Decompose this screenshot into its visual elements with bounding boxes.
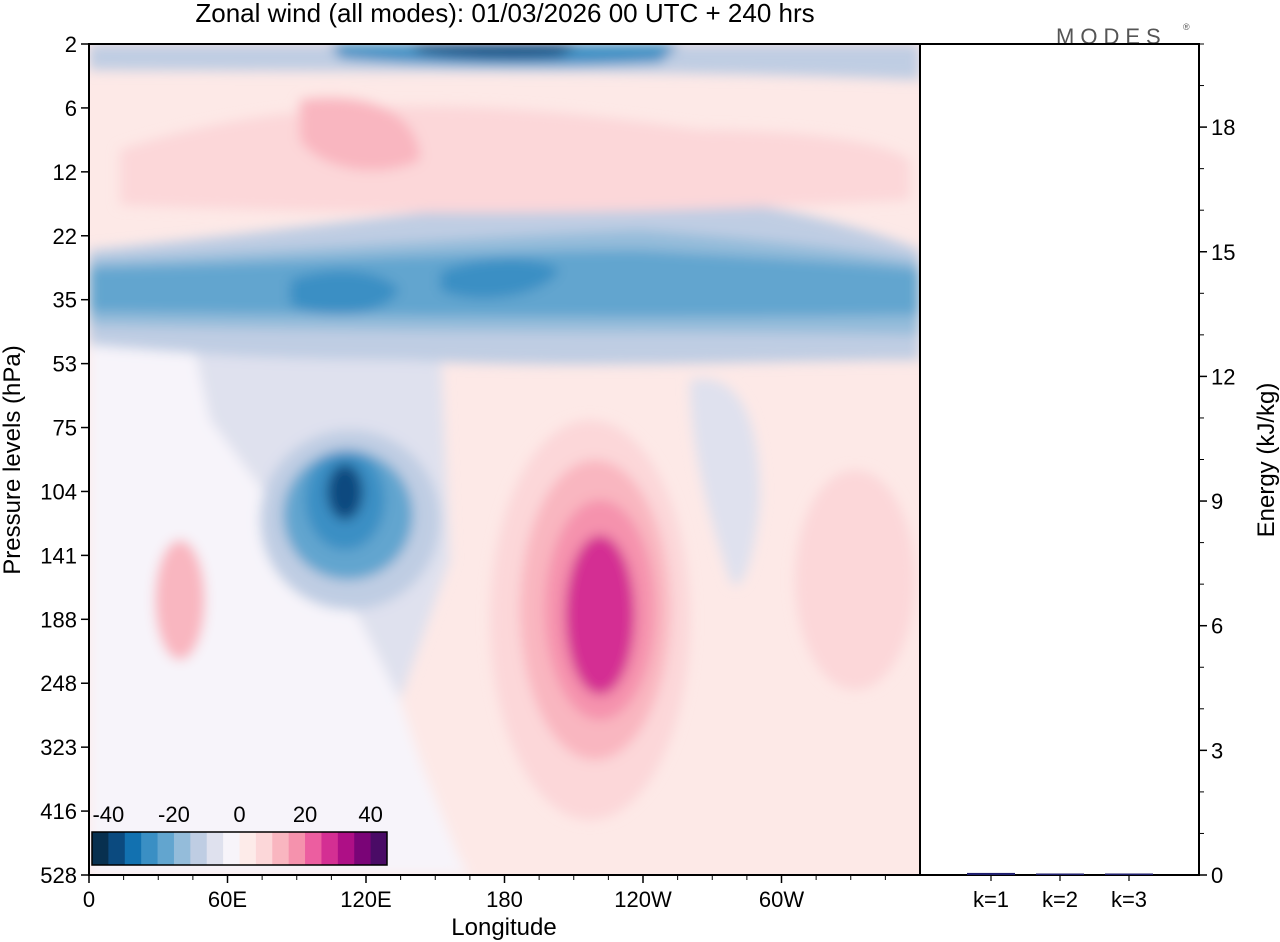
colorbar-tick-label: 0 — [233, 802, 245, 827]
energy-tick-label: 0 — [1211, 863, 1223, 888]
energy-bar — [967, 872, 1015, 875]
colorbar-swatch — [370, 832, 388, 865]
colorbar-swatch — [337, 832, 355, 865]
chart-title: Zonal wind (all modes): 01/03/2026 00 UT… — [195, 0, 814, 28]
y-tick-label: 188 — [40, 607, 77, 632]
x-tick-label: 120W — [614, 887, 672, 912]
colorbar-frame — [91, 831, 388, 866]
colorbar-swatch — [255, 832, 273, 865]
y-tick-label: 22 — [53, 224, 77, 249]
heatmap-field — [89, 44, 920, 875]
field-neg-top-inner — [410, 44, 580, 59]
colorbar-swatch — [223, 832, 240, 865]
colorbar-swatch — [288, 832, 306, 865]
y-tick-label: 2 — [65, 32, 77, 57]
energy-panel-frame — [919, 43, 1200, 876]
bar-category-label: k=3 — [1111, 887, 1147, 912]
y-tick-label: 6 — [65, 96, 77, 121]
x-tick-label: 180 — [486, 887, 523, 912]
energy-bars: k=1 k=2 k=3 — [967, 872, 1153, 912]
colorbar-swatch — [206, 832, 224, 865]
y-tick-label: 416 — [40, 799, 77, 824]
y-axis-label: Pressure levels (hPa) — [0, 345, 26, 574]
energy-tick-label: 12 — [1211, 364, 1235, 389]
energy-tick-label: 9 — [1211, 489, 1223, 514]
x-tick-label: 60W — [759, 887, 804, 912]
field-neg-band-inner2 — [440, 258, 560, 299]
x-tick-label: 0 — [83, 887, 95, 912]
field-pos-strat-core — [300, 98, 420, 171]
colorbar-swatch — [108, 832, 126, 865]
colorbar-tick-label: 20 — [293, 802, 317, 827]
energy-tick-label: 18 — [1211, 115, 1235, 140]
x-axis: 0 60E 120E 180 120W 60W — [83, 875, 886, 912]
colorbar-tick-label: -20 — [158, 802, 190, 827]
bar-category-label: k=2 — [1042, 887, 1078, 912]
colorbar-swatch — [157, 832, 175, 865]
field-pos-low-east — [795, 470, 915, 690]
bar-category-label: k=1 — [973, 887, 1009, 912]
colorbar-swatch — [239, 832, 257, 865]
energy-axis-label: Energy (kJ/kg) — [1253, 383, 1280, 538]
energy-bar — [1036, 873, 1084, 875]
colorbar-swatch — [173, 832, 191, 865]
x-tick-label: 120E — [340, 887, 391, 912]
y-tick-label: 323 — [40, 735, 77, 760]
energy-axis: 0 3 6 9 12 15 18 — [1199, 43, 1235, 888]
colorbar-swatch — [305, 832, 322, 865]
y-tick-label: 528 — [40, 863, 77, 888]
field-neg-east-trough — [690, 378, 760, 586]
field-neg-jet-inner — [327, 464, 363, 520]
colorbar-swatch — [92, 832, 109, 865]
colorbar: -40 -20 0 20 40 — [91, 802, 388, 866]
y-tick-label: 141 — [40, 543, 77, 568]
field-neg-region-west — [89, 320, 470, 875]
logo-registered-icon: ® — [1183, 22, 1190, 32]
field-pos-low-west — [155, 540, 205, 660]
colorbar-tick-label: 40 — [358, 802, 382, 827]
field-neg-band-inner1 — [290, 270, 400, 315]
x-axis-label: Longitude — [451, 914, 556, 941]
y-tick-label: 75 — [53, 416, 77, 441]
y-axis: 2 6 12 22 35 53 75 104 141 188 248 323 416 528 — [40, 32, 89, 888]
y-tick-label: 104 — [40, 479, 77, 504]
y-tick-label: 12 — [53, 160, 77, 185]
colorbar-swatch — [124, 832, 142, 865]
energy-bar — [1105, 873, 1153, 875]
energy-tick-label: 3 — [1211, 738, 1223, 763]
colorbar-swatch — [141, 832, 159, 865]
colorbar-tick-label: -40 — [92, 802, 124, 827]
field-pos-jet-inner — [565, 535, 635, 695]
y-tick-label: 248 — [40, 671, 77, 696]
colorbar-swatch — [354, 832, 372, 865]
y-tick-label: 35 — [53, 288, 77, 313]
x-tick-label: 60E — [208, 887, 247, 912]
y-tick-label: 53 — [53, 352, 77, 377]
colorbar-swatch — [272, 832, 290, 865]
colorbar-swatch — [321, 832, 339, 865]
energy-tick-label: 15 — [1211, 240, 1235, 265]
colorbar-swatch — [190, 832, 208, 865]
energy-tick-label: 6 — [1211, 614, 1223, 639]
